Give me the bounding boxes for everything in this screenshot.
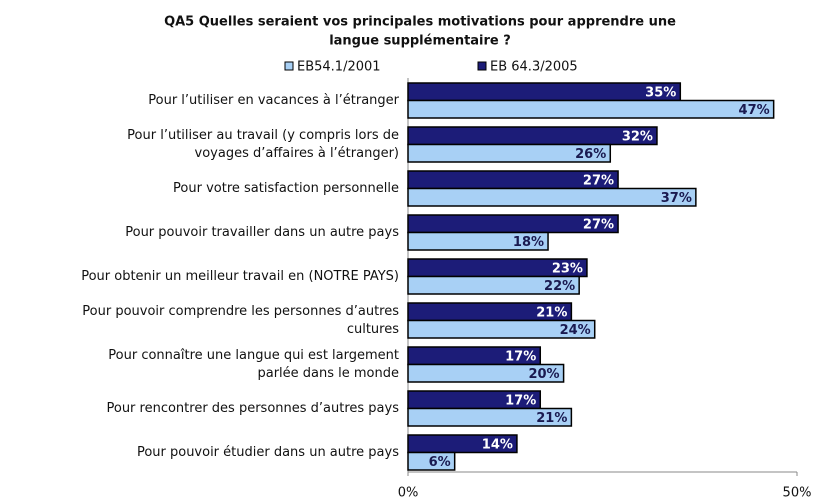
bar [407,99,775,119]
bar [407,407,573,427]
value-label: 26% [575,147,606,162]
value-label: 21% [536,305,567,320]
value-label: 47% [739,103,770,118]
chart-title: QA5 Quelles seraient vos principales mot… [164,15,676,30]
value-label: 14% [482,437,513,452]
value-label: 23% [552,261,583,276]
value-label: 32% [622,129,653,144]
bar [407,82,682,102]
bar [407,231,549,251]
category-label: Pour l’utiliser au travail (y compris lo… [127,128,399,143]
category-label: Pour connaître une langue qui est largem… [108,348,399,363]
category-label: voyages d’affaires à l’étranger) [195,146,399,161]
bar [407,363,565,383]
category-label: parlée dans le monde [257,366,399,381]
value-label: 18% [513,235,544,250]
category-label: Pour pouvoir travailler dans un autre pa… [125,225,399,240]
bar [407,187,697,207]
value-label: 17% [505,349,536,364]
bar [407,275,580,295]
category-label: Pour l’utiliser en vacances à l’étranger [148,93,399,108]
category-label: cultures [347,322,399,337]
value-label: 27% [583,217,614,232]
value-label: 6% [429,455,451,470]
value-label: 27% [583,173,614,188]
legend-swatch [284,61,294,71]
category-label: Pour pouvoir étudier dans un autre pays [137,445,399,460]
value-label: 20% [528,367,559,382]
x-tick-label: 0% [398,486,419,501]
category-label: Pour obtenir un meilleur travail en (NOT… [81,269,399,284]
x-tick-label: 50% [783,486,812,501]
value-label: 35% [645,85,676,100]
chart-title: langue supplémentaire ? [329,34,511,49]
value-label: 21% [536,411,567,426]
bar [407,319,596,339]
bar [407,434,518,454]
category-label: Pour votre satisfaction personnelle [173,181,399,196]
value-label: 24% [560,323,591,338]
bar [407,143,612,163]
category-label: Pour rencontrer des personnes d’autres p… [106,401,399,416]
value-label: 37% [661,191,692,206]
bar [407,451,456,471]
bar [407,126,658,146]
legend-swatch [477,61,487,71]
category-label: Pour pouvoir comprendre les personnes d’… [82,304,399,319]
legend-label: EB54.1/2001 [297,60,381,75]
value-label: 22% [544,279,575,294]
value-label: 17% [505,393,536,408]
legend-label: EB 64.3/2005 [490,60,578,75]
